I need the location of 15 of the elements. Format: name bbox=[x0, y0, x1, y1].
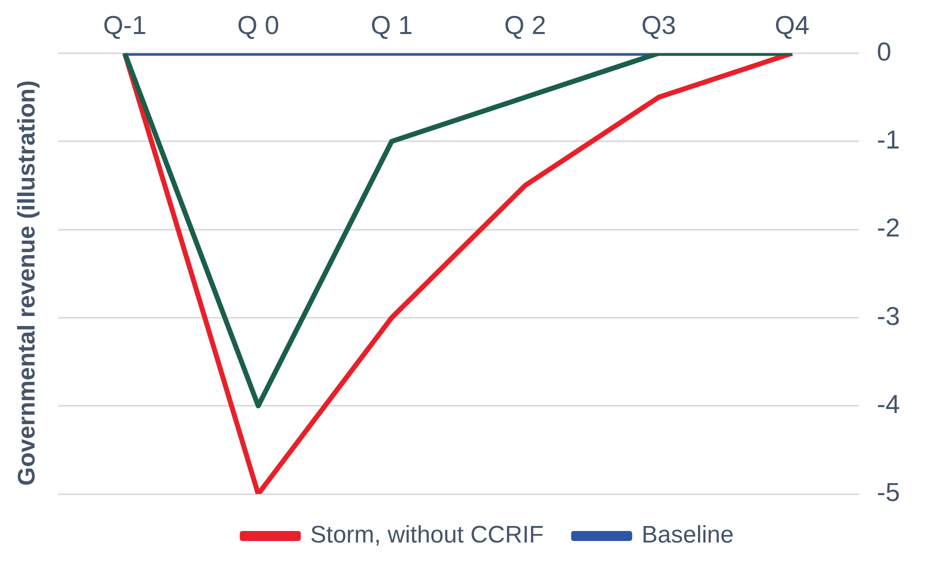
y-tick-label: -3 bbox=[876, 300, 900, 331]
x-tick-label: Q4 bbox=[774, 10, 810, 40]
y-tick-label: -5 bbox=[876, 477, 900, 508]
x-tick-label: Q 0 bbox=[237, 10, 280, 40]
legend-label: Storm, without CCRIF bbox=[310, 522, 544, 549]
legend-label: Baseline bbox=[642, 522, 734, 549]
y-tick-label: -1 bbox=[876, 124, 900, 155]
y-tick-label: 0 bbox=[876, 36, 892, 66]
y-tick-label: -4 bbox=[876, 389, 900, 420]
x-tick-label: Q-1 bbox=[103, 10, 146, 40]
x-tick-label: Q 1 bbox=[370, 10, 413, 40]
x-tick-label: Q3 bbox=[641, 10, 676, 40]
y-axis-title: Governmental revenue (illustration) bbox=[14, 80, 42, 486]
y-tick-label: -2 bbox=[876, 212, 900, 243]
x-tick-label: Q 2 bbox=[504, 10, 546, 40]
